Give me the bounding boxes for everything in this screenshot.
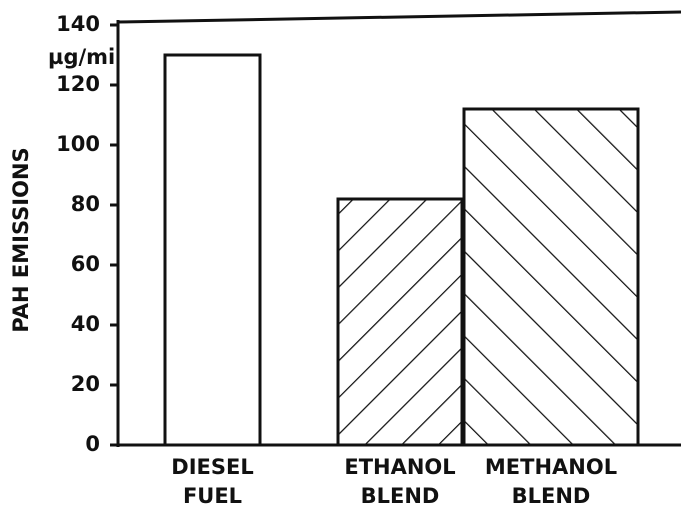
bar [336, 197, 464, 447]
y-axis-label: PAH EMISSIONS [9, 147, 33, 332]
y-tick-label: 60 [71, 252, 100, 276]
y-tick-label: 20 [71, 372, 100, 396]
y-tick-label: 100 [56, 132, 100, 156]
bar [462, 107, 640, 447]
x-tick-label: METHANOL [485, 455, 617, 479]
top-frame [117, 10, 681, 24]
y-tick-label: 80 [71, 192, 100, 216]
unit-label: µg/mi [48, 45, 115, 69]
x-tick-label: DIESEL [171, 455, 253, 479]
y-tick-label: 120 [56, 72, 100, 96]
y-tick-label: 0 [85, 432, 100, 456]
y-tick-label: 40 [71, 312, 100, 336]
x-tick-label: BLEND [361, 484, 440, 508]
x-tick-label: ETHANOL [344, 455, 455, 479]
bar [163, 53, 262, 447]
x-tick-label: FUEL [183, 484, 242, 508]
x-tick-label: BLEND [512, 484, 591, 508]
y-tick-label: 140 [56, 12, 100, 36]
